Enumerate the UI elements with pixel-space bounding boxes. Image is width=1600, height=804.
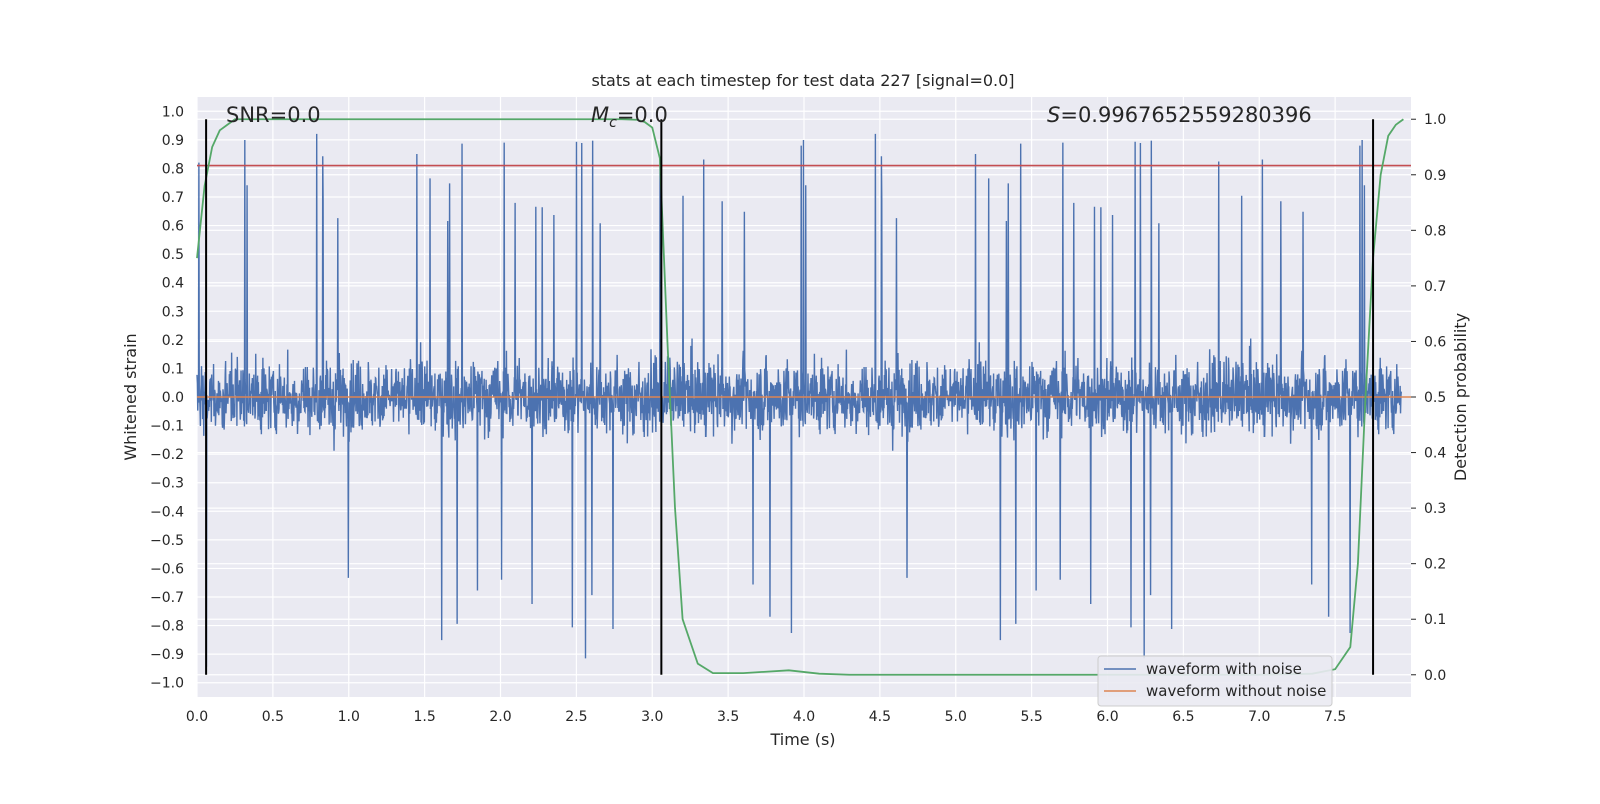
annotation-s-symbol: S [1047,103,1060,127]
annotation-s: S=0.9967652559280396 [1047,103,1312,127]
annotation-mc-symbol: M [591,103,609,127]
y-right-tick-label: 0.1 [1424,612,1446,628]
y-axis-right: 1.0 0.9 0.8 0.7 0.6 0.5 0.4 0.3 0.2 0.1 0.0 [1411,112,1446,684]
y-axis-right-label: Detection probability [1451,313,1470,481]
series-waveform-with-noise [196,133,1402,667]
y-right-tick-label: 0.8 [1424,223,1446,239]
y-tick-label: −0.8 [150,619,184,635]
y-tick-label: −1.0 [150,676,184,692]
y-tick-label: 0.5 [162,247,184,263]
y-right-tick-label: 0.4 [1424,446,1446,462]
y-tick-label: −0.2 [150,447,184,463]
y-right-tick-label: 1.0 [1424,112,1446,128]
x-tick-label: 0.5 [262,709,284,725]
series-lines [196,118,1411,676]
y-right-tick-label: 0.0 [1424,668,1446,684]
x-tick-label: 6.0 [1096,709,1118,725]
y-tick-label: 0.0 [162,390,184,406]
waveform-with-noise-line [196,133,1402,667]
x-tick-label: 3.0 [641,709,663,725]
annotation-mc-value: =0.0 [617,103,668,127]
x-tick-label: 1.0 [338,709,360,725]
y-right-tick-label: 0.5 [1424,390,1446,406]
y-right-tick-label: 0.7 [1424,279,1446,295]
x-tick-label: 2.0 [489,709,511,725]
x-tick-label: 1.5 [413,709,435,725]
y-tick-label: 0.9 [162,133,184,149]
annotation-mc-sub: c [609,115,617,131]
y-right-tick-label: 0.2 [1424,557,1446,573]
x-tick-label: 7.0 [1248,709,1270,725]
vertical-markers [205,119,1375,675]
y-tick-label: 0.8 [162,161,184,177]
y-tick-label: −0.3 [150,476,184,492]
y-tick-label: −0.1 [150,419,184,435]
annotation-mc: Mc=0.0 [591,103,668,131]
legend: waveform with noise waveform without noi… [1097,655,1333,707]
annotation-snr: SNR=0.0 [226,103,321,127]
legend-label-noise: waveform with noise [1146,660,1302,678]
y-tick-label: −0.6 [150,561,184,577]
x-tick-label: 4.0 [793,709,815,725]
x-tick-label: 3.5 [717,709,739,725]
x-tick-label: 2.5 [565,709,587,725]
y-tick-label: −0.9 [150,647,184,663]
detection-probability-line [196,118,1404,676]
y-axis-label: Whitened strain [121,333,140,460]
x-tick-label: 5.5 [1020,709,1042,725]
x-axis: 0.0 0.5 1.0 1.5 2.0 2.5 3.0 3.5 4.0 4.5 5.0 5.5 6.0 6… [186,709,1346,725]
y-tick-label: 0.6 [162,219,184,235]
x-tick-label: 5.0 [945,709,967,725]
chart-title: stats at each timestep for test data 227… [591,71,1014,90]
y-right-tick-label: 0.9 [1424,168,1446,184]
legend-box [1097,655,1333,707]
x-tick-label: 6.5 [1172,709,1194,725]
y-tick-label: 0.7 [162,190,184,206]
y-tick-label: 0.1 [162,361,184,377]
annotation-s-value: =0.9967652559280396 [1060,103,1311,127]
x-tick-label: 7.5 [1324,709,1346,725]
y-right-tick-label: 0.3 [1424,501,1446,517]
y-tick-label: −0.4 [150,504,184,520]
y-right-tick-label: 0.6 [1424,334,1446,350]
y-axis-left: 1.0 0.9 0.8 0.7 0.6 0.5 0.4 0.3 0.2 0.1 0.0 −0.1 −0.… [150,104,184,691]
y-tick-label: 0.4 [162,276,184,292]
y-tick-label: 1.0 [162,104,184,120]
x-tick-label: 0.0 [186,709,208,725]
y-tick-label: −0.5 [150,533,184,549]
y-tick-label: 0.3 [162,304,184,320]
x-tick-label: 4.5 [869,709,891,725]
legend-label-clean: waveform without noise [1146,682,1326,700]
x-axis-label: Time (s) [769,730,835,749]
y-tick-label: 0.2 [162,333,184,349]
y-tick-label: −0.7 [150,590,184,606]
